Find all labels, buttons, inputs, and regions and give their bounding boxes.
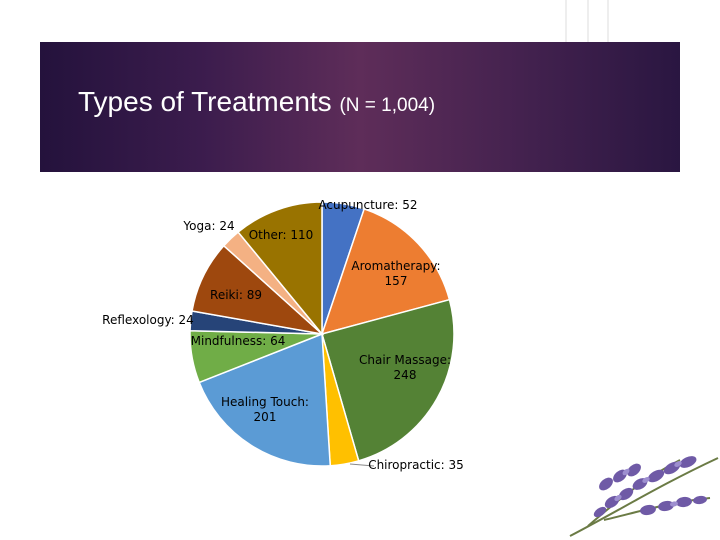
pie-slice-chair-massage bbox=[321, 298, 455, 462]
title-banner bbox=[40, 42, 680, 172]
data-label-reflexology: Reflexology: 24 bbox=[102, 313, 194, 327]
pie-slice-healing-touch bbox=[198, 332, 332, 467]
title-sample-size: (N = 1,004) bbox=[339, 95, 436, 116]
title-main: Types of Treatments bbox=[78, 86, 332, 117]
data-label-aromatherapy: Aromatherapy: 157 bbox=[351, 259, 440, 288]
data-label-yoga: Yoga: 24 bbox=[182, 219, 234, 233]
data-label-mindfulness: Mindfulness: 64 bbox=[191, 334, 286, 348]
pie-slice-aromatherapy bbox=[320, 207, 451, 336]
data-label-other: Other: 110 bbox=[249, 228, 314, 242]
leader-line-chiropractic bbox=[349, 463, 375, 467]
data-label-chiropractic: Chiropractic: 35 bbox=[368, 458, 464, 472]
data-label-healing-touch: Healing Touch: 201 bbox=[221, 395, 309, 424]
lavender-sprig-image bbox=[569, 456, 719, 537]
data-label-chair-massage: Chair Massage: 248 bbox=[359, 353, 451, 382]
data-label-acupuncture: Acupuncture: 52 bbox=[318, 198, 417, 212]
slide-title: Types of Treatments (N = 1,004) bbox=[78, 84, 435, 124]
pie-slice-other bbox=[237, 201, 323, 337]
data-label-reiki: Reiki: 89 bbox=[210, 288, 262, 302]
slide-top-lines bbox=[565, 0, 609, 42]
